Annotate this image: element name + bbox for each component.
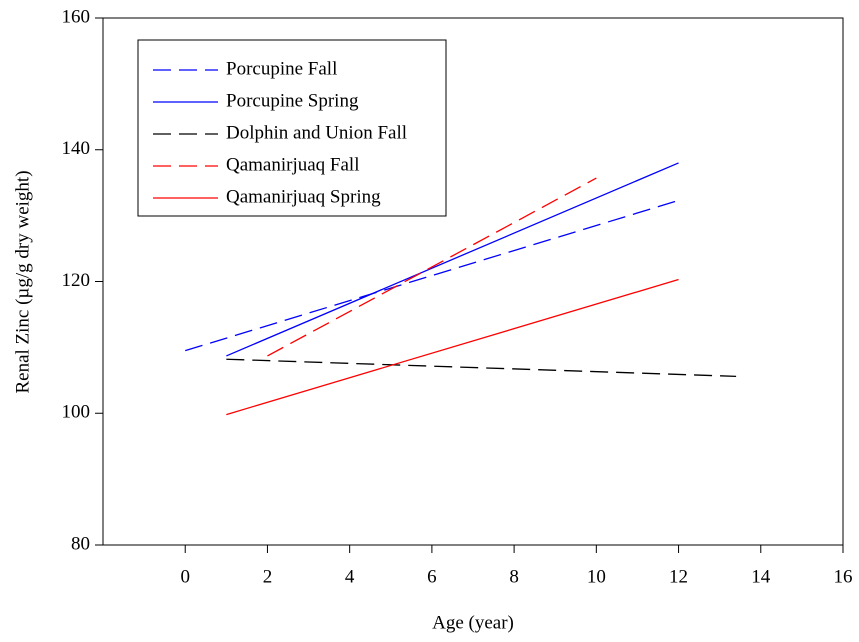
legend-label: Porcupine Fall <box>226 58 337 79</box>
x-tick-label: 8 <box>509 566 519 587</box>
y-tick-label: 160 <box>62 6 91 27</box>
x-tick-label: 14 <box>751 566 771 587</box>
series-line <box>226 358 737 378</box>
x-axis-label: Age (year) <box>432 612 514 633</box>
legend-label: Porcupine Spring <box>226 90 359 111</box>
y-tick-label: 140 <box>62 138 91 159</box>
series-line <box>185 199 679 352</box>
x-tick-label: 0 <box>180 566 190 587</box>
x-tick-label: 12 <box>669 566 688 587</box>
legend-box <box>137 39 447 217</box>
y-axis-label: Renal Zinc (µg/g dry weight) <box>12 170 33 393</box>
legend-label: Qamanirjuaq Fall <box>226 154 360 175</box>
series-line <box>226 278 679 416</box>
y-tick-label: 100 <box>62 402 91 423</box>
series-line <box>267 177 597 357</box>
x-tick-label: 16 <box>834 566 853 587</box>
x-tick-label: 4 <box>345 566 355 587</box>
x-tick-label: 2 <box>263 566 273 587</box>
series-line <box>226 162 679 357</box>
legend-label: Qamanirjuaq Spring <box>226 186 381 207</box>
legend-label: Dolphin and Union Fall <box>226 122 407 143</box>
x-tick-label: 10 <box>587 566 606 587</box>
x-tick-label: 6 <box>427 566 437 587</box>
y-tick-label: 80 <box>71 533 90 554</box>
y-tick-label: 120 <box>62 270 91 291</box>
